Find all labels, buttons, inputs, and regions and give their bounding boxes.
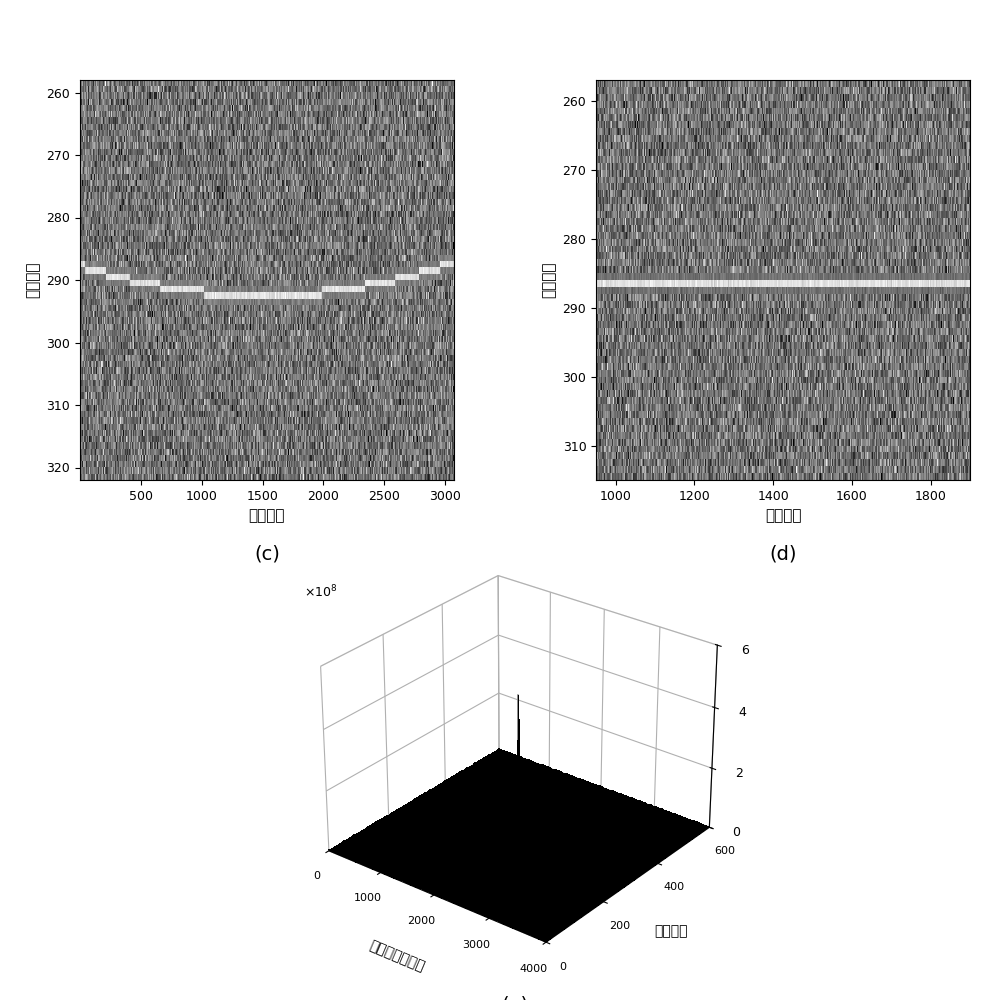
Y-axis label: 距离单元: 距离单元: [542, 262, 557, 298]
Text: (c): (c): [254, 544, 280, 563]
Text: $\times 10^8$: $\times 10^8$: [304, 583, 338, 600]
X-axis label: 方位单元: 方位单元: [765, 508, 801, 523]
X-axis label: 方位单元: 方位单元: [249, 508, 285, 523]
Y-axis label: 距离单元: 距离单元: [655, 924, 688, 938]
X-axis label: 方位多普勒单元: 方位多普勒单元: [367, 939, 427, 974]
Y-axis label: 距离单元: 距离单元: [26, 262, 41, 298]
Text: (e): (e): [501, 996, 529, 1000]
Text: (d): (d): [769, 544, 797, 563]
